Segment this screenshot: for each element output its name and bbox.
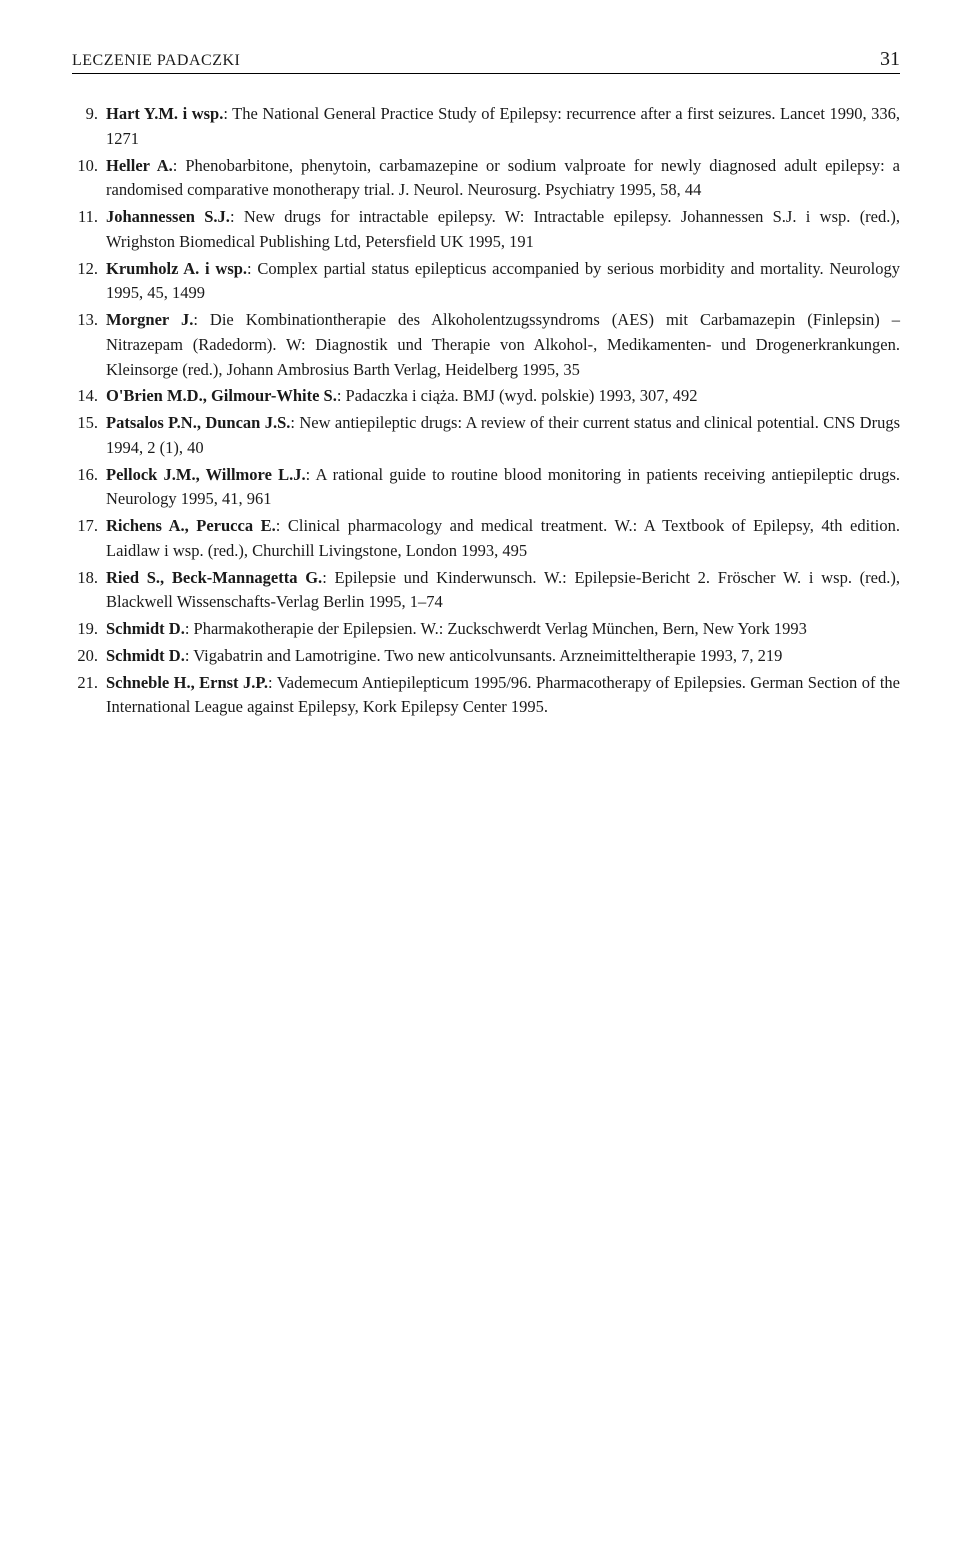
reference-text: O'Brien M.D., Gilmour-White S.: Padaczka… [106,384,900,409]
reference-item: 12.Krumholz A. i wsp.: Complex partial s… [72,257,900,307]
reference-item: 21.Schneble H., Ernst J.P.: Vademecum An… [72,671,900,721]
reference-number: 19. [72,617,106,642]
reference-number: 11. [72,205,106,255]
reference-number: 14. [72,384,106,409]
reference-text: Heller A.: Phenobarbitone, phenytoin, ca… [106,154,900,204]
reference-number: 20. [72,644,106,669]
reference-item: 15.Patsalos P.N., Duncan J.S.: New antie… [72,411,900,461]
reference-text: Richens A., Perucca E.: Clinical pharmac… [106,514,900,564]
reference-number: 13. [72,308,106,382]
reference-number: 16. [72,463,106,513]
reference-text: Morgner J.: Die Kombinationtherapie des … [106,308,900,382]
reference-item: 10.Heller A.: Phenobarbitone, phenytoin,… [72,154,900,204]
reference-number: 15. [72,411,106,461]
reference-number: 12. [72,257,106,307]
reference-text: Ried S., Beck-Mannagetta G.: Epilepsie u… [106,566,900,616]
reference-text: Johannessen S.J.: New drugs for intracta… [106,205,900,255]
reference-item: 19.Schmidt D.: Pharmakotherapie der Epil… [72,617,900,642]
reference-number: 17. [72,514,106,564]
reference-text: Schmidt D.: Pharmakotherapie der Epileps… [106,617,900,642]
reference-text: Schneble H., Ernst J.P.: Vademecum Antie… [106,671,900,721]
reference-text: Hart Y.M. i wsp.: The National General P… [106,102,900,152]
reference-number: 9. [72,102,106,152]
header-title: LECZENIE PADACZKI [72,52,240,70]
reference-item: 14.O'Brien M.D., Gilmour-White S.: Padac… [72,384,900,409]
reference-number: 10. [72,154,106,204]
page-header: LECZENIE PADACZKI 31 [72,48,900,74]
reference-number: 21. [72,671,106,721]
reference-number: 18. [72,566,106,616]
reference-item: 18.Ried S., Beck-Mannagetta G.: Epilepsi… [72,566,900,616]
reference-list: 9.Hart Y.M. i wsp.: The National General… [72,102,900,720]
reference-item: 20.Schmidt D.: Vigabatrin and Lamotrigin… [72,644,900,669]
reference-item: 17.Richens A., Perucca E.: Clinical phar… [72,514,900,564]
reference-text: Pellock J.M., Willmore L.J.: A rational … [106,463,900,513]
reference-item: 11.Johannessen S.J.: New drugs for intra… [72,205,900,255]
reference-item: 16.Pellock J.M., Willmore L.J.: A ration… [72,463,900,513]
reference-item: 13.Morgner J.: Die Kombinationtherapie d… [72,308,900,382]
page-number: 31 [880,48,900,71]
reference-text: Schmidt D.: Vigabatrin and Lamotrigine. … [106,644,900,669]
reference-item: 9.Hart Y.M. i wsp.: The National General… [72,102,900,152]
reference-text: Patsalos P.N., Duncan J.S.: New antiepil… [106,411,900,461]
reference-text: Krumholz A. i wsp.: Complex partial stat… [106,257,900,307]
